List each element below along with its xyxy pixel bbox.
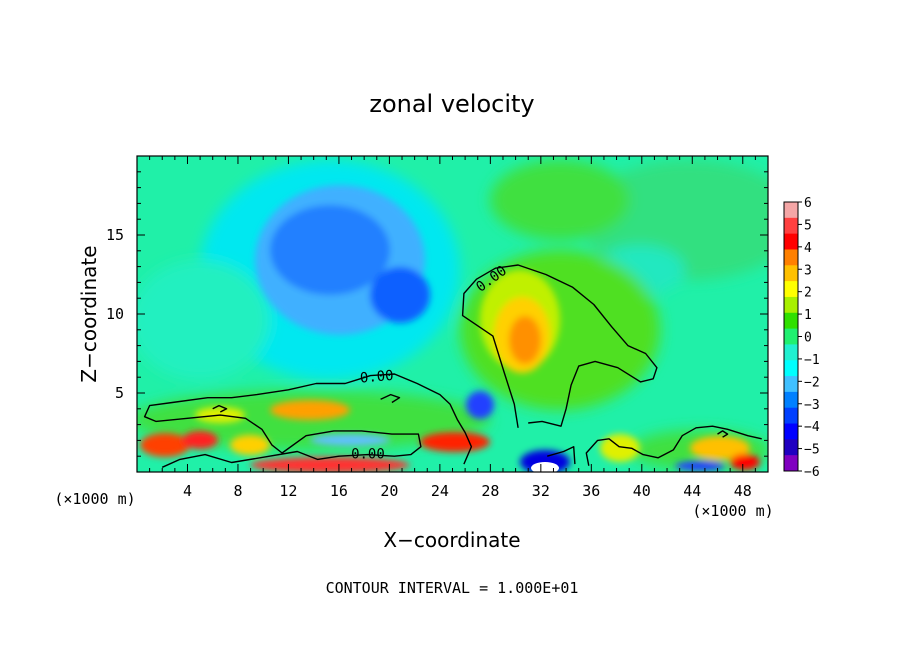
- colorbar-swatch: [784, 344, 798, 361]
- colorbar-tick-label: −3: [804, 398, 820, 413]
- colorbar-tick-label: 2: [804, 286, 812, 301]
- contour-line-3: [547, 446, 576, 465]
- colorbar-tick-label: 0: [804, 331, 812, 346]
- colorbar-tick-label: 1: [804, 308, 812, 323]
- x-tick-label: 8: [233, 482, 242, 500]
- colorbar-swatch: [784, 439, 798, 456]
- colorbar-swatch: [784, 296, 798, 314]
- contour-line-1: [461, 264, 658, 428]
- x-tick-label: 24: [431, 482, 449, 500]
- x-unit-left: (×1000 m): [54, 490, 135, 508]
- y-axis-ticks: 5 10 15: [106, 171, 768, 457]
- colorbar-tick-label: −5: [804, 443, 820, 458]
- colorbar-tick-label: 6: [804, 196, 812, 211]
- contour-label-2: 0.00: [351, 447, 385, 463]
- x-tick-label: 32: [532, 482, 550, 500]
- y-tick-label: 5: [115, 384, 124, 402]
- colorbar-swatch: [784, 281, 798, 298]
- colorbar-swatch: [784, 328, 798, 345]
- x-tick-label: 36: [582, 482, 600, 500]
- colorbar-swatch: [784, 376, 798, 393]
- colorbar-tick-label: 5: [804, 218, 812, 233]
- x-tick-label: 16: [330, 482, 348, 500]
- x-tick-label: 20: [380, 482, 398, 500]
- colorbar-tick-label: −1: [804, 353, 820, 368]
- colorbar-tick-label: −2: [804, 375, 820, 390]
- contour-lines: [143, 264, 762, 468]
- chart-title: zonal velocity: [369, 90, 534, 118]
- x-tick-label: 4: [183, 482, 192, 500]
- x-axis-label: X−coordinate: [383, 528, 520, 552]
- heatmap-missing-patch: [531, 462, 559, 472]
- x-tick-label: 40: [633, 482, 651, 500]
- colorbar-swatch: [784, 312, 798, 330]
- colorbar-tick-label: 4: [804, 241, 812, 256]
- colorbar-tick-label: 3: [804, 263, 812, 278]
- colorbar-tick-label: −4: [804, 420, 820, 435]
- contour-line-2: [585, 425, 762, 466]
- colorbar-swatch: [784, 233, 798, 250]
- colorbar-swatch: [784, 360, 798, 377]
- y-tick-label: 10: [106, 305, 124, 323]
- colorbar-swatch: [784, 407, 798, 425]
- colorbar-swatch: [784, 265, 798, 282]
- x-unit-right: (×1000 m): [692, 502, 773, 520]
- contour-interval-footnote: CONTOUR INTERVAL = 1.000E+01: [326, 579, 579, 597]
- contour-line-5: [717, 430, 729, 438]
- contour-line-0: [143, 373, 473, 468]
- colorbar-tick-label: −6: [804, 465, 820, 480]
- y-axis-label: Z−coordinate: [77, 245, 101, 382]
- colorbar-swatch: [784, 202, 798, 219]
- heatmap-blobs-fine: [140, 185, 760, 472]
- x-tick-label: 44: [683, 482, 701, 500]
- contour-line-4: [380, 393, 401, 404]
- x-tick-label: 12: [279, 482, 297, 500]
- y-tick-label: 15: [106, 226, 124, 244]
- colorbar-swatch: [784, 391, 798, 409]
- heatmap-field: [137, 156, 768, 472]
- contour-label-1: 0.00: [359, 368, 394, 387]
- colorbar-swatch: [784, 455, 798, 472]
- colorbar-swatch: [784, 217, 798, 235]
- x-tick-label: 28: [481, 482, 499, 500]
- x-axis-ticks: 4 8 12 16 20 24 28 32 36 40 44 48: [149, 156, 756, 500]
- contour-line-6: [212, 404, 228, 413]
- colorbar-swatch: [784, 249, 798, 266]
- colorbar: 6 5 4 3 2 1 0 −1 −2 −3 −4 −5 −6: [783, 196, 820, 480]
- heatmap-blobs-broad: [137, 160, 768, 470]
- colorbar-swatch: [784, 423, 798, 440]
- x-tick-label: 48: [734, 482, 752, 500]
